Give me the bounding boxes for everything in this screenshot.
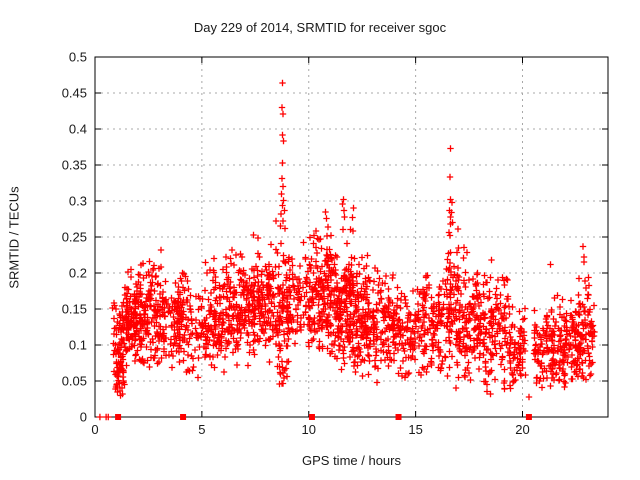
x-axis-label: GPS time / hours <box>302 453 401 468</box>
y-tick-label: 0.3 <box>69 194 87 209</box>
baseline-square-marker <box>308 414 315 420</box>
y-tick-label: 0.5 <box>69 50 87 65</box>
x-tick-label: 5 <box>198 422 205 437</box>
y-tick-label: 0.2 <box>69 266 87 281</box>
data-points <box>109 79 598 401</box>
y-tick-label: 0.35 <box>62 158 87 173</box>
y-tick-label: 0.05 <box>62 374 87 389</box>
y-tick-label: 0 <box>80 410 87 425</box>
x-tick-label: 10 <box>302 422 316 437</box>
baseline-square-marker <box>180 414 187 420</box>
x-tick-label: 15 <box>408 422 422 437</box>
chart-title: Day 229 of 2014, SRMTID for receiver sgo… <box>193 20 447 35</box>
baseline-square-marker <box>525 414 532 420</box>
baseline-plus-markers <box>96 413 112 421</box>
y-tick-label: 0.15 <box>62 302 87 317</box>
baseline-square-marker <box>395 414 402 420</box>
y-tick-label: 0.1 <box>69 338 87 353</box>
x-tick-label: 20 <box>515 422 529 437</box>
y-tick-label: 0.4 <box>69 122 87 137</box>
x-tick-label: 0 <box>91 422 98 437</box>
y-tick-label: 0.25 <box>62 230 87 245</box>
baseline-square-marker <box>115 414 122 420</box>
y-tick-label: 0.45 <box>62 86 87 101</box>
